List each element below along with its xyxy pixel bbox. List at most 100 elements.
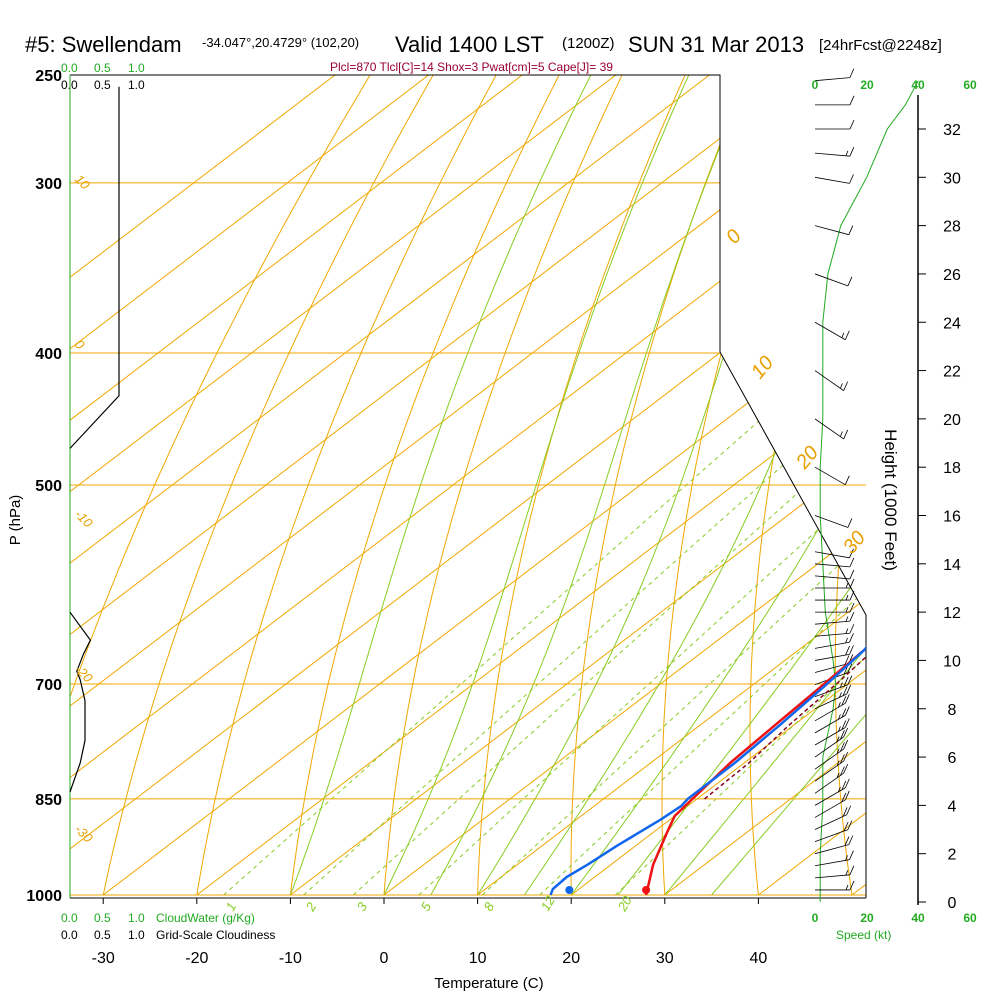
- cloudwater-scale-bottom-0: 0.0: [61, 911, 78, 925]
- speed-axis-title: Speed (kt): [836, 928, 891, 942]
- temperature-tick-label: 30: [656, 950, 674, 967]
- temperature-tick-label: -10: [279, 950, 302, 967]
- wind-barb: [814, 321, 850, 341]
- wind-barb: [814, 515, 853, 528]
- wind-barb: [814, 835, 854, 855]
- height-tick-label: 18: [943, 460, 961, 477]
- dry-adiabat-line: [918, 75, 1000, 895]
- moist-adiabat-line: [711, 75, 866, 896]
- dry-adiabat-label: 0: [72, 337, 88, 353]
- station-title: #5: Swellendam: [25, 32, 182, 57]
- mixing-ratio-line: [352, 352, 866, 896]
- cloudwater-scale-top-0: 0.0: [61, 61, 78, 75]
- mixing-ratio-line: [482, 352, 866, 896]
- wind-barb: [814, 557, 855, 568]
- wind-barb: [815, 590, 855, 601]
- x-axis-title: Temperature (C): [434, 975, 543, 992]
- wind-barb: [814, 147, 855, 157]
- isotherm-line: [477, 75, 866, 896]
- wind-barb: [814, 850, 854, 867]
- pressure-tick-label: 250: [35, 68, 62, 85]
- wind-barb: [814, 820, 853, 842]
- cloudwater-scale-top-2: 1.0: [128, 61, 145, 75]
- wind-barb: [815, 119, 855, 130]
- surface-dewpoint-marker: [565, 886, 574, 894]
- moist-adiabat-line: [664, 75, 866, 896]
- mixing-ratio-label: 20: [614, 893, 635, 915]
- wind-barb: [814, 805, 852, 830]
- moist-adiabat-line: [289, 75, 592, 896]
- wind-barb: [814, 694, 850, 722]
- height-tick-label: 4: [948, 798, 957, 815]
- mixing-ratio-label: 2: [302, 899, 319, 914]
- mixing-ratio-line: [615, 352, 866, 896]
- wind-barb: [814, 273, 853, 287]
- wind-barb: [815, 602, 855, 613]
- wind-barb: [815, 578, 855, 589]
- height-tick-label: 10: [943, 653, 961, 670]
- wind-barb: [814, 466, 850, 486]
- temperature-tick-label: 0: [380, 950, 389, 967]
- height-tick-label: 28: [943, 219, 961, 236]
- isotherm-line: [70, 75, 523, 896]
- height-tick-label: 8: [948, 702, 957, 719]
- dewpoint-trace: [549, 86, 866, 896]
- y-axis-title: P (hPa): [7, 495, 24, 546]
- height-tick-label: 16: [943, 509, 961, 526]
- dry-adiabat-line: [196, 75, 497, 896]
- pressure-tick-label: 850: [35, 792, 62, 809]
- cloudiness-profile: [69, 86, 120, 793]
- moist-adiabat-line: [430, 75, 750, 896]
- dry-adiabat-label: -30: [72, 822, 96, 846]
- wind-barb: [814, 548, 854, 559]
- dry-adiabat-line: [383, 75, 623, 896]
- height-tick-label: 32: [943, 122, 961, 139]
- cloudiness-scale-bottom-1: 0.5: [94, 928, 111, 942]
- cloudiness-upper-line: [69, 86, 120, 449]
- temperature-tick-label: 40: [750, 950, 768, 967]
- height-tick-label: 26: [943, 267, 961, 284]
- valid-time: Valid 1400 LST: [395, 32, 544, 57]
- dry-adiabat-label: 10: [72, 172, 93, 193]
- speed-tick-top-label: 20: [860, 78, 874, 92]
- mixing-ratio-label: 12: [538, 893, 559, 914]
- wind-barb: [814, 790, 850, 818]
- wind-barb: [814, 778, 850, 806]
- moist-adiabat-line: [617, 75, 866, 896]
- cloudwater-label: CloudWater (g/Kg): [156, 911, 255, 925]
- cloudwater-scale-bottom-2: 1.0: [128, 911, 145, 925]
- speed-tick-top-label: 60: [963, 78, 977, 92]
- wind-barb: [814, 624, 855, 637]
- wind-barb: [814, 645, 854, 661]
- height-tick-label: 22: [943, 364, 961, 381]
- parcel-trace: [704, 630, 866, 800]
- cloudiness-scale-bottom-2: 1.0: [128, 928, 145, 942]
- isotherm-line: [664, 75, 866, 896]
- mixing-ratio-label: 5: [418, 899, 435, 913]
- dry-adiabat-label: -10: [72, 507, 96, 531]
- height-tick-label: 20: [943, 412, 961, 429]
- dry-adiabat-line: [570, 75, 749, 896]
- speed-tick-bottom-label: 20: [860, 911, 874, 925]
- wind-barb: [814, 764, 849, 794]
- dry-adiabat-line: [834, 75, 866, 896]
- isotherm-line: [383, 75, 866, 896]
- isotherm-line: [70, 75, 336, 896]
- cloudiness-scale-top-2: 1.0: [128, 78, 145, 92]
- pressure-tick-label: 500: [35, 478, 62, 495]
- cloudiness-lower-line: [69, 611, 92, 793]
- wind-barb: [814, 675, 853, 698]
- temperature-tick-label: 10: [469, 950, 487, 967]
- wind-barb: [814, 225, 854, 236]
- speed-tick-top-label: 40: [911, 78, 925, 92]
- wind-barb: [815, 95, 855, 106]
- isotherm-line: [70, 75, 429, 896]
- wind-barb: [814, 633, 854, 649]
- wind-barb: [814, 727, 849, 758]
- wind-barb: [814, 751, 849, 782]
- mixing-ratio-line: [223, 352, 837, 896]
- isotherm-label: 0: [722, 226, 746, 249]
- height-tick-label: 30: [943, 170, 961, 187]
- pressure-tick-label: 400: [35, 346, 62, 363]
- cloudwater-scale-top-1: 0.5: [94, 61, 111, 75]
